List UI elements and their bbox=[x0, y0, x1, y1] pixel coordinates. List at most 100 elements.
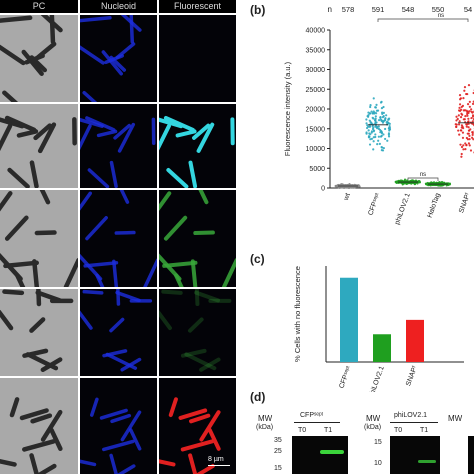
blot-kda-label: (kDa) bbox=[364, 424, 382, 431]
data-point bbox=[357, 184, 360, 187]
bacterial-cell bbox=[114, 230, 136, 235]
data-point bbox=[368, 143, 372, 146]
fluorescence-image bbox=[159, 104, 236, 188]
data-point bbox=[380, 130, 383, 133]
bar bbox=[340, 277, 358, 362]
category-label: CFPˢᵉᵖᵗ bbox=[367, 192, 382, 217]
data-point bbox=[382, 133, 385, 136]
bacterial-cell bbox=[96, 129, 118, 138]
y-tick-label: 0 bbox=[321, 186, 325, 193]
phase-contrast-image bbox=[0, 190, 78, 287]
data-point bbox=[401, 183, 404, 186]
data-point bbox=[413, 182, 416, 186]
panel-b-chart: 0 5000 10000 15000 20000 25000 30000 35000 40000… bbox=[283, 5, 474, 226]
data-point bbox=[385, 114, 388, 117]
blot-lane-t1: T1 bbox=[420, 427, 429, 434]
bacterial-cell bbox=[40, 409, 63, 442]
bacterial-cell bbox=[35, 290, 62, 303]
data-point bbox=[374, 119, 377, 122]
data-point bbox=[461, 125, 464, 128]
data-point bbox=[467, 117, 470, 120]
y-tick-label: 35000 bbox=[306, 47, 326, 54]
data-point bbox=[470, 116, 473, 120]
bacterial-cell bbox=[80, 191, 92, 211]
data-point bbox=[383, 127, 387, 131]
category-label: wt bbox=[343, 192, 352, 202]
bacterial-cell bbox=[113, 123, 131, 140]
data-point bbox=[430, 181, 433, 184]
data-point bbox=[370, 130, 374, 133]
significance-bracket bbox=[377, 18, 469, 22]
category-label: HaloTag bbox=[427, 192, 442, 219]
blot-lane-t1: T1 bbox=[324, 427, 333, 434]
marker-label: 10 bbox=[374, 460, 382, 467]
data-point bbox=[376, 143, 379, 146]
panel-label-b: (b) bbox=[250, 3, 266, 17]
data-point bbox=[466, 123, 469, 126]
bacterial-cell bbox=[196, 122, 215, 153]
data-point bbox=[470, 110, 473, 113]
data-point bbox=[388, 126, 392, 129]
bacterial-cell bbox=[188, 453, 198, 474]
data-point bbox=[462, 97, 465, 100]
category-label: phiLOV2.1 bbox=[394, 192, 412, 226]
bacterial-cell bbox=[163, 115, 195, 132]
panel-label-c: (c) bbox=[250, 252, 265, 266]
blot-title: CFPˢᵉᵖᵗ bbox=[300, 412, 324, 419]
data-point bbox=[382, 111, 385, 114]
bacterial-cell bbox=[82, 289, 104, 295]
data-point bbox=[460, 152, 463, 156]
bacterial-cell bbox=[112, 259, 119, 287]
data-point bbox=[442, 181, 445, 184]
y-tick-label: 20000 bbox=[306, 107, 326, 114]
bacterial-cell bbox=[199, 357, 221, 372]
data-point bbox=[376, 125, 379, 129]
blot-kda-label: (kDa) bbox=[256, 424, 274, 431]
data-point bbox=[387, 117, 391, 120]
data-point bbox=[471, 102, 474, 105]
data-point bbox=[387, 122, 390, 125]
data-point bbox=[367, 113, 370, 117]
data-point bbox=[375, 103, 378, 106]
bacterial-cell bbox=[80, 124, 92, 150]
data-point bbox=[465, 125, 468, 128]
marker-label: 35 bbox=[274, 437, 282, 444]
marker-label: 15 bbox=[374, 439, 382, 446]
data-point bbox=[385, 121, 388, 124]
data-point bbox=[369, 120, 372, 124]
data-point bbox=[377, 119, 381, 122]
data-point bbox=[375, 109, 379, 112]
data-point bbox=[379, 116, 382, 119]
data-point bbox=[455, 119, 458, 122]
data-point bbox=[380, 134, 383, 137]
data-point bbox=[377, 139, 380, 142]
data-point bbox=[386, 139, 389, 142]
phase-contrast-image bbox=[0, 378, 78, 474]
data-point bbox=[373, 111, 376, 114]
blot-lane-t0: T0 bbox=[394, 427, 403, 434]
bacterial-cell bbox=[143, 258, 157, 287]
fluorescence-image bbox=[159, 378, 236, 474]
marker-label: 15 bbox=[274, 465, 282, 472]
n-count: 578 bbox=[342, 5, 355, 14]
nucleoid-image bbox=[80, 378, 157, 474]
data-point bbox=[466, 114, 469, 117]
data-point bbox=[458, 120, 461, 123]
bacterial-cell bbox=[193, 230, 215, 236]
bacterial-cell bbox=[117, 122, 136, 153]
data-point bbox=[380, 145, 383, 149]
data-point bbox=[459, 98, 462, 101]
data-point bbox=[465, 136, 468, 140]
marker-label: 25 bbox=[274, 448, 282, 455]
bacterial-cell bbox=[82, 90, 98, 102]
bacterial-cell bbox=[175, 129, 197, 138]
bacterial-cell bbox=[0, 191, 13, 212]
microscopy-grid: PC Nucleoid Fluorescent system 8 µm bbox=[0, 0, 236, 474]
data-point bbox=[457, 129, 460, 132]
bacterial-cell bbox=[80, 310, 93, 330]
data-point bbox=[380, 119, 383, 123]
bacterial-cell bbox=[2, 289, 25, 296]
bacterial-cell bbox=[49, 15, 56, 45]
data-point bbox=[418, 181, 421, 184]
data-point bbox=[442, 184, 445, 187]
